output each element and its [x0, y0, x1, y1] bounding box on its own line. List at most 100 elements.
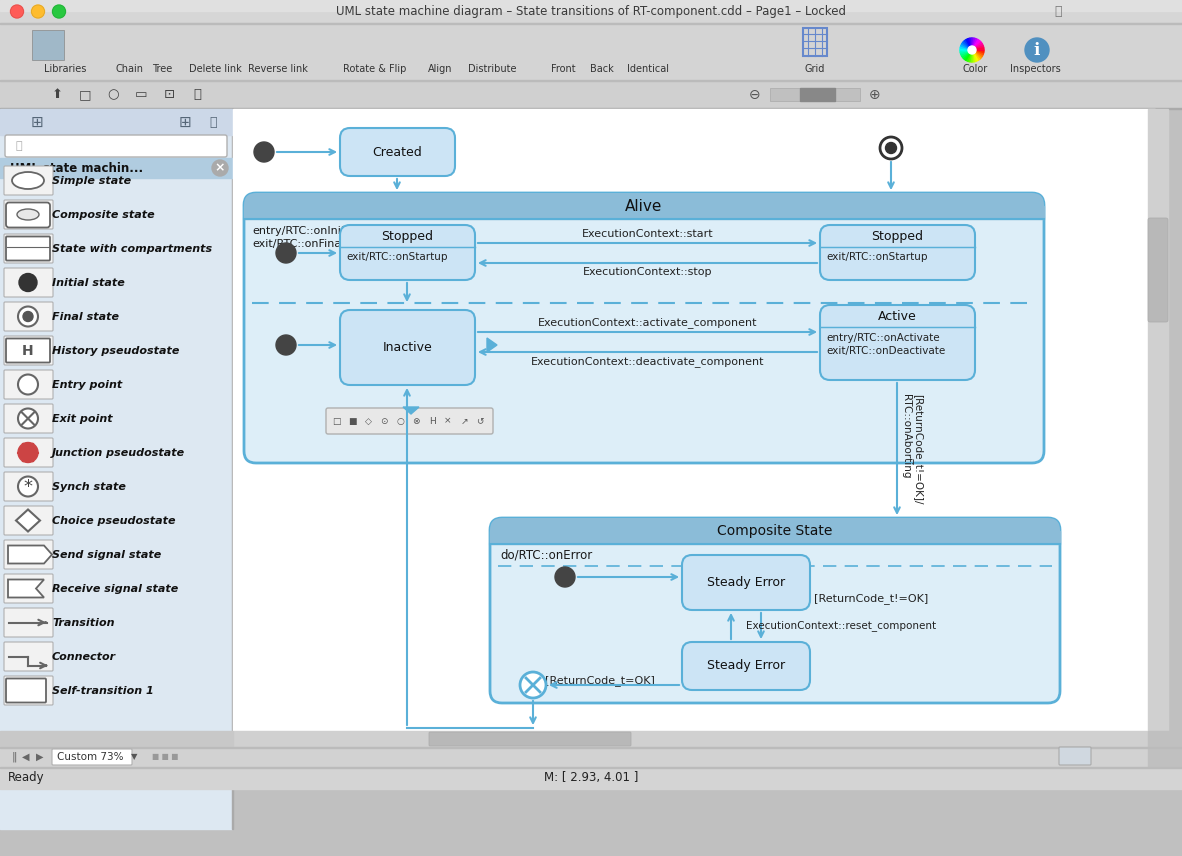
Wedge shape — [965, 39, 972, 50]
Wedge shape — [963, 41, 972, 50]
Circle shape — [254, 142, 274, 162]
Text: ○: ○ — [108, 88, 118, 101]
Text: UML state machin...: UML state machin... — [9, 162, 143, 175]
FancyBboxPatch shape — [682, 555, 810, 610]
Text: Front: Front — [551, 64, 576, 74]
Text: ◇: ◇ — [364, 417, 371, 425]
Text: Active: Active — [878, 310, 917, 323]
Text: ExecutionContext::reset_component: ExecutionContext::reset_component — [746, 621, 936, 632]
Text: M: [ 2.93, 4.01 ]: M: [ 2.93, 4.01 ] — [544, 771, 638, 784]
Circle shape — [520, 672, 546, 698]
Circle shape — [968, 46, 976, 54]
Ellipse shape — [17, 209, 39, 220]
Wedge shape — [960, 48, 972, 50]
Circle shape — [18, 443, 38, 462]
Text: exit/RTC::onDeactivate: exit/RTC::onDeactivate — [826, 346, 946, 356]
FancyBboxPatch shape — [4, 642, 53, 671]
Text: [ReturnCode_t!=OK]: [ReturnCode_t!=OK] — [814, 593, 928, 604]
Circle shape — [277, 335, 296, 355]
FancyBboxPatch shape — [4, 574, 53, 603]
Circle shape — [1025, 38, 1048, 62]
Bar — [0, 0, 1182, 23]
Circle shape — [32, 5, 45, 18]
Bar — [233, 731, 1148, 747]
Text: ○: ○ — [396, 417, 404, 425]
Wedge shape — [960, 46, 972, 50]
FancyBboxPatch shape — [4, 540, 53, 569]
Bar — [243, 206, 1044, 219]
Wedge shape — [972, 50, 981, 59]
Polygon shape — [487, 338, 496, 352]
Text: Align: Align — [428, 64, 453, 74]
FancyBboxPatch shape — [4, 166, 53, 195]
Wedge shape — [962, 50, 972, 57]
Text: ×: × — [215, 162, 226, 175]
Text: Stopped: Stopped — [382, 229, 434, 242]
Text: ■: ■ — [348, 417, 356, 425]
Bar — [800, 88, 834, 101]
Wedge shape — [972, 42, 982, 50]
Text: □: □ — [332, 417, 340, 425]
Text: □: □ — [79, 88, 91, 101]
Text: Inactive: Inactive — [383, 341, 433, 354]
Text: Back: Back — [590, 64, 613, 74]
FancyBboxPatch shape — [1059, 747, 1091, 765]
Text: Entry point: Entry point — [52, 380, 122, 390]
Wedge shape — [972, 50, 978, 62]
Bar — [32, 30, 64, 60]
FancyBboxPatch shape — [4, 234, 53, 263]
Text: Simple state: Simple state — [52, 176, 131, 186]
Text: [ReturnCode_t!=OK]/
RTC::onAborting: [ReturnCode_t!=OK]/ RTC::onAborting — [901, 394, 923, 504]
Text: Tree: Tree — [151, 64, 173, 74]
Text: ‖: ‖ — [12, 752, 17, 762]
Text: [ReturnCode_t=OK]: [ReturnCode_t=OK] — [545, 675, 655, 687]
Circle shape — [19, 274, 37, 292]
Text: Custom 73%: Custom 73% — [57, 752, 123, 762]
Text: ⊖: ⊖ — [749, 87, 761, 102]
Wedge shape — [972, 50, 983, 52]
Wedge shape — [972, 50, 983, 54]
Text: Transition: Transition — [52, 618, 115, 628]
Wedge shape — [972, 39, 976, 50]
Text: Stopped: Stopped — [871, 229, 923, 242]
Bar — [0, 109, 232, 135]
Circle shape — [18, 306, 38, 326]
FancyBboxPatch shape — [6, 236, 50, 260]
Text: ⬆: ⬆ — [52, 88, 63, 101]
Text: State with compartments: State with compartments — [52, 244, 212, 254]
Text: ⌕: ⌕ — [17, 141, 22, 151]
Text: exit/RTC::onStartup: exit/RTC::onStartup — [346, 252, 448, 262]
Text: Self-transition 1: Self-transition 1 — [52, 686, 154, 696]
Text: Reverse link: Reverse link — [248, 64, 309, 74]
Circle shape — [277, 243, 296, 263]
Text: ⊞: ⊞ — [31, 115, 44, 129]
FancyBboxPatch shape — [52, 749, 132, 765]
Circle shape — [212, 160, 228, 176]
FancyBboxPatch shape — [4, 268, 53, 297]
Wedge shape — [961, 44, 972, 50]
Wedge shape — [968, 50, 972, 62]
Wedge shape — [966, 39, 972, 50]
FancyBboxPatch shape — [243, 193, 1044, 463]
Text: Composite State: Composite State — [717, 524, 832, 538]
Text: Rotate & Flip: Rotate & Flip — [343, 64, 407, 74]
FancyBboxPatch shape — [4, 336, 53, 365]
FancyBboxPatch shape — [340, 310, 475, 385]
FancyBboxPatch shape — [491, 518, 1060, 703]
FancyBboxPatch shape — [4, 302, 53, 331]
Wedge shape — [972, 50, 980, 61]
Text: entry/RTC::onInitialize: entry/RTC::onInitialize — [252, 226, 375, 236]
Wedge shape — [972, 48, 983, 50]
FancyBboxPatch shape — [326, 408, 493, 434]
Wedge shape — [966, 50, 972, 62]
Text: ⊡: ⊡ — [163, 88, 175, 101]
FancyBboxPatch shape — [4, 438, 53, 467]
Circle shape — [18, 408, 38, 429]
Polygon shape — [17, 509, 40, 532]
Wedge shape — [972, 44, 983, 50]
Text: H: H — [22, 343, 34, 358]
Bar — [1148, 109, 1168, 731]
Text: ↗: ↗ — [460, 417, 468, 425]
Wedge shape — [970, 38, 972, 50]
Text: ⊗: ⊗ — [413, 417, 420, 425]
